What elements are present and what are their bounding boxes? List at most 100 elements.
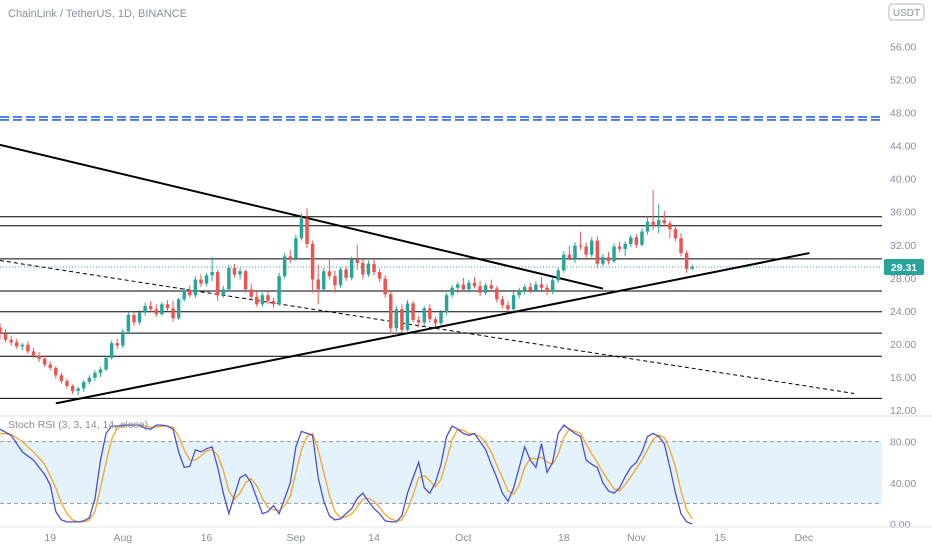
- candle[interactable]: [70, 384, 75, 395]
- candle[interactable]: [467, 279, 471, 293]
- candle[interactable]: [271, 297, 276, 308]
- candle[interactable]: [679, 233, 683, 257]
- candle[interactable]: [15, 338, 19, 349]
- candle[interactable]: [629, 234, 633, 248]
- candle[interactable]: [523, 284, 527, 295]
- candle[interactable]: [20, 343, 25, 351]
- candle[interactable]: [294, 234, 298, 261]
- candle[interactable]: [98, 367, 103, 377]
- candle[interactable]: [550, 277, 555, 295]
- candle[interactable]: [93, 370, 97, 382]
- candle[interactable]: [601, 253, 605, 267]
- candle[interactable]: [288, 249, 293, 263]
- candle[interactable]: [567, 245, 572, 261]
- candle[interactable]: [165, 300, 170, 312]
- candle[interactable]: [562, 251, 566, 273]
- candle[interactable]: [617, 241, 622, 253]
- candle[interactable]: [204, 272, 209, 287]
- candle[interactable]: [277, 272, 281, 306]
- candle[interactable]: [171, 300, 175, 322]
- candle[interactable]: [221, 286, 226, 298]
- candle[interactable]: [584, 242, 588, 258]
- candle[interactable]: [104, 355, 108, 372]
- candle[interactable]: [612, 243, 616, 263]
- candle[interactable]: [495, 286, 499, 303]
- candle[interactable]: [65, 378, 69, 389]
- candle[interactable]: [662, 210, 667, 227]
- candle[interactable]: [305, 208, 309, 249]
- candle[interactable]: [232, 263, 237, 278]
- candle[interactable]: [400, 304, 404, 333]
- candle[interactable]: [37, 352, 41, 363]
- candle[interactable]: [528, 282, 533, 294]
- candle[interactable]: [478, 281, 482, 296]
- candle[interactable]: [461, 277, 466, 292]
- candle[interactable]: [673, 224, 678, 242]
- candle[interactable]: [450, 285, 454, 298]
- candle[interactable]: [121, 329, 125, 349]
- candle[interactable]: [0, 323, 2, 340]
- candle[interactable]: [282, 253, 287, 279]
- candle[interactable]: [444, 292, 449, 315]
- candle[interactable]: [87, 375, 92, 385]
- candle[interactable]: [651, 190, 655, 230]
- candle[interactable]: [193, 276, 198, 298]
- candle[interactable]: [623, 241, 627, 257]
- candle[interactable]: [383, 275, 387, 298]
- candle[interactable]: [115, 338, 119, 349]
- candle[interactable]: [377, 268, 382, 282]
- candle[interactable]: [26, 341, 30, 354]
- candle[interactable]: [249, 283, 253, 301]
- candle[interactable]: [394, 305, 399, 332]
- candle[interactable]: [411, 300, 415, 323]
- time-axis[interactable]: 19 Aug 16 Sep 14 Oct 18 Nov 15 Dec: [0, 526, 932, 544]
- candle[interactable]: [255, 291, 259, 307]
- candle[interactable]: [589, 237, 594, 258]
- candle[interactable]: [405, 300, 410, 332]
- candle[interactable]: [48, 361, 52, 371]
- candle[interactable]: [595, 236, 600, 268]
- candle[interactable]: [310, 240, 315, 293]
- candle[interactable]: [132, 311, 136, 326]
- candle[interactable]: [260, 292, 265, 307]
- candle[interactable]: [76, 386, 80, 396]
- candle[interactable]: [3, 329, 8, 343]
- candle[interactable]: [333, 270, 337, 293]
- candle[interactable]: [428, 304, 432, 323]
- candle[interactable]: [238, 267, 242, 280]
- candle[interactable]: [500, 296, 505, 309]
- candle[interactable]: [316, 264, 320, 305]
- candle[interactable]: [266, 291, 270, 305]
- candle[interactable]: [656, 204, 661, 234]
- candle[interactable]: [539, 277, 544, 291]
- candle[interactable]: [143, 302, 147, 316]
- candle[interactable]: [366, 260, 371, 277]
- candle[interactable]: [188, 285, 192, 298]
- candle[interactable]: [433, 316, 438, 327]
- price-pane[interactable]: 56.00 52.00 48.00 44.00 40.00 36.00 32.00 28.00…: [0, 42, 924, 417]
- candle[interactable]: [148, 300, 153, 313]
- candle[interactable]: [82, 380, 86, 392]
- candle[interactable]: [344, 266, 348, 282]
- candle[interactable]: [634, 234, 639, 249]
- candle[interactable]: [684, 250, 689, 273]
- candle[interactable]: [534, 281, 538, 292]
- candle[interactable]: [338, 267, 343, 288]
- candle[interactable]: [578, 231, 583, 250]
- candle[interactable]: [9, 335, 13, 346]
- candle[interactable]: [54, 366, 58, 379]
- candle[interactable]: [42, 355, 47, 368]
- currency-badge[interactable]: USDT: [888, 3, 925, 21]
- candle[interactable]: [243, 269, 248, 293]
- candle[interactable]: [545, 283, 549, 296]
- candle[interactable]: [439, 310, 443, 326]
- candle[interactable]: [299, 213, 304, 241]
- candle[interactable]: [59, 372, 64, 384]
- stoch-rsi-k-line[interactable]: [0, 424, 693, 525]
- candle[interactable]: [416, 315, 421, 328]
- candle[interactable]: [154, 304, 159, 317]
- candle[interactable]: [372, 258, 376, 276]
- candle[interactable]: [606, 252, 611, 265]
- candle[interactable]: [322, 267, 326, 292]
